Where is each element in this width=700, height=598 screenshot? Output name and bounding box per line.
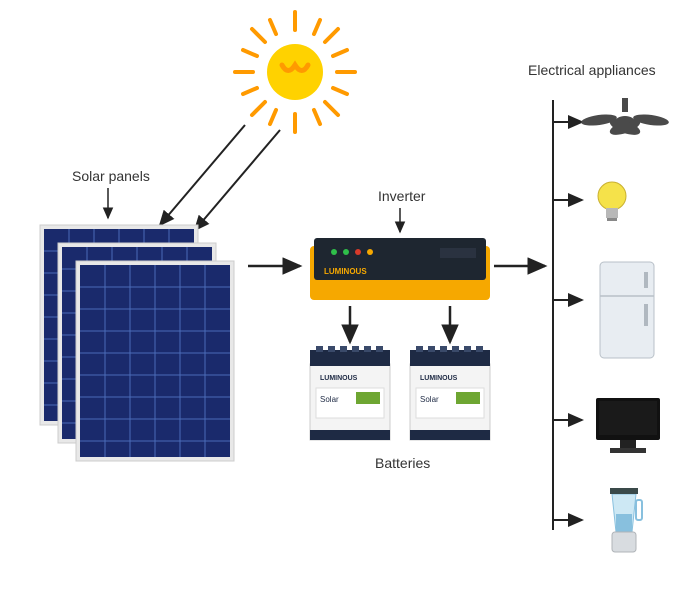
svg-text:LUMINOUS: LUMINOUS <box>324 267 367 276</box>
batteries-label: Batteries <box>375 455 430 471</box>
sun-ray-arrow <box>160 125 245 225</box>
appliances-header-label: Electrical appliances <box>528 62 656 78</box>
inverter-label: Inverter <box>378 188 425 204</box>
battery-icon <box>310 346 390 440</box>
solar-panels-label: Solar panels <box>72 168 150 184</box>
fan-icon <box>580 98 669 138</box>
diagram-svg: LUMINOUS LUMINOUS Solar <box>0 0 700 598</box>
diagram-stage: Solar panels Inverter Batteries Electric… <box>0 0 700 598</box>
battery-icon <box>410 346 490 440</box>
inverter-icon: LUMINOUS <box>310 238 490 300</box>
bulb-icon <box>598 182 626 221</box>
sun-icon <box>235 12 355 132</box>
fridge-icon <box>600 262 654 358</box>
blender-icon <box>610 488 642 552</box>
sun-ray-arrow <box>195 130 280 230</box>
solar-panels-icon <box>40 225 234 461</box>
monitor-icon <box>596 398 660 453</box>
